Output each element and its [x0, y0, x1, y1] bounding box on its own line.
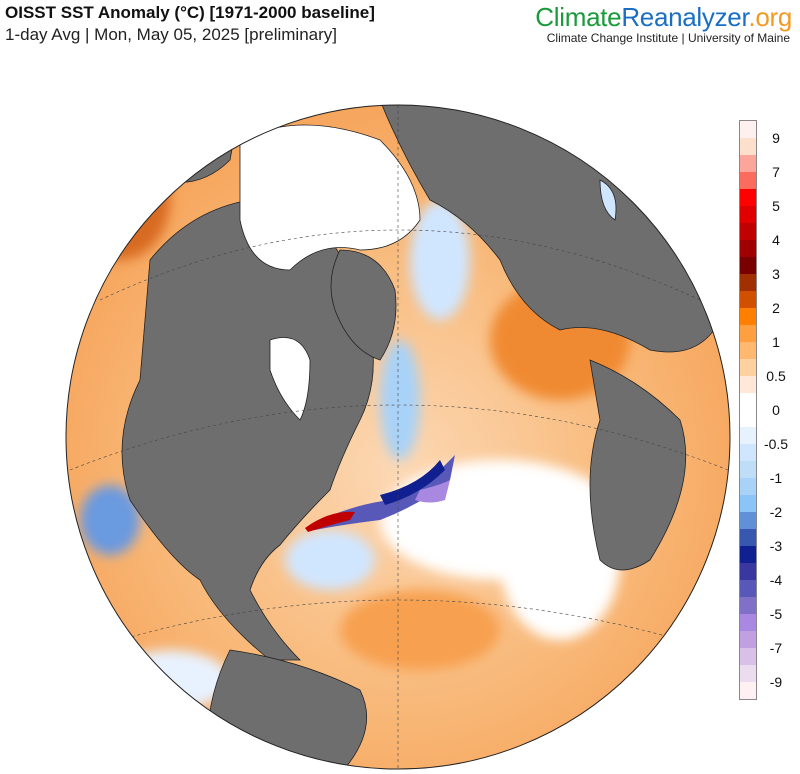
- colorbar-segment: [740, 597, 756, 614]
- colorbar-label: 9: [772, 130, 780, 146]
- colorbar-label: 5: [772, 198, 780, 214]
- colorbar-segment: [740, 291, 756, 308]
- colorbar-segment: [740, 359, 756, 376]
- map-title: OISST SST Anomaly (°C) [1971-2000 baseli…: [5, 3, 375, 22]
- gulf-stream-anomaly: [305, 455, 455, 532]
- colorbar-segment: [740, 648, 756, 665]
- colorbar-segment: [740, 172, 756, 189]
- colorbar-label: -9: [769, 674, 783, 690]
- logo-part-org: .org: [748, 2, 792, 32]
- colorbar-label: -2: [769, 504, 783, 520]
- ice-and-greenland: [239, 124, 617, 421]
- colorbar-segment: [740, 478, 756, 495]
- colorbar-segment: [740, 461, 756, 478]
- colorbar-segment: [740, 444, 756, 461]
- graticule: [69, 105, 729, 769]
- colorbar-segment: [740, 410, 756, 427]
- colorbar: [739, 120, 757, 700]
- colorbar-segment: [740, 189, 756, 206]
- colorbar-segment: [740, 257, 756, 274]
- colorbar-label: 2: [772, 300, 780, 316]
- colorbar-segment: [740, 495, 756, 512]
- colorbar-segment: [740, 614, 756, 631]
- colorbar-segment: [740, 393, 756, 410]
- colorbar-segment: [740, 580, 756, 597]
- colorbar-segment: [740, 206, 756, 223]
- colorbar-segment: [740, 376, 756, 393]
- colorbar-segment: [740, 240, 756, 257]
- colorbar-segment: [740, 223, 756, 240]
- colorbar-segment: [740, 121, 756, 138]
- colorbar-label: 7: [772, 164, 780, 180]
- colorbar-label: -4: [769, 572, 783, 588]
- colorbar-label: -5: [769, 606, 783, 622]
- colorbar-segment: [740, 138, 756, 155]
- colorbar-segment: [740, 155, 756, 172]
- colorbar-segment: [740, 665, 756, 682]
- colorbar-segment: [740, 325, 756, 342]
- map-subtitle: 1-day Avg | Mon, May 05, 2025 [prelimina…: [5, 25, 337, 44]
- logo-part-climate: Climate: [535, 2, 622, 32]
- colorbar-segment: [740, 529, 756, 546]
- colorbar-segment: [740, 563, 756, 580]
- globe-outline: [65, 104, 731, 770]
- colorbar-label: -7: [769, 640, 783, 656]
- colorbar-label: -3: [769, 538, 783, 554]
- colorbar-label: 4: [772, 232, 780, 248]
- logo-part-reanalyzer: Reanalyzer: [621, 2, 749, 32]
- colorbar-label: -0.5: [763, 436, 789, 452]
- colorbar-label: 1: [772, 334, 780, 350]
- logo-subtitle: Climate Change Institute | University of…: [546, 31, 790, 45]
- colorbar-segment: [740, 546, 756, 563]
- colorbar-label: 0.5: [766, 368, 786, 384]
- colorbar-segment: [740, 308, 756, 325]
- colorbar-segment: [740, 631, 756, 648]
- colorbar-label: 3: [772, 266, 780, 282]
- colorbar-label: 0: [772, 402, 780, 418]
- colorbar-segment: [740, 512, 756, 529]
- climate-reanalyzer-logo[interactable]: ClimateReanalyzer.org: [535, 2, 792, 33]
- colorbar-segment: [740, 427, 756, 444]
- colorbar-segment: [740, 342, 756, 359]
- colorbar-label: -1: [769, 470, 783, 486]
- colorbar-segment: [740, 682, 756, 699]
- colorbar-segment: [740, 274, 756, 291]
